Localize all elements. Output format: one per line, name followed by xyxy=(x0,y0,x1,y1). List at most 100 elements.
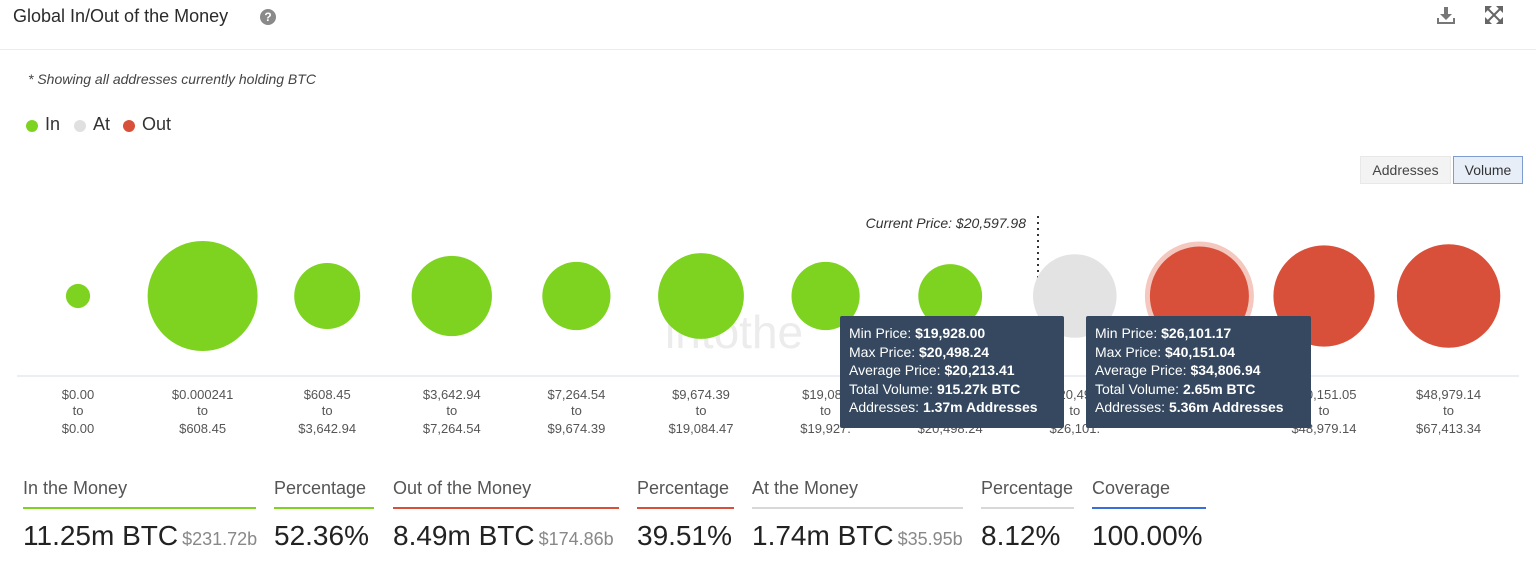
stat-label: In the Money xyxy=(23,478,128,498)
tick-label-high: $608.45 xyxy=(179,421,226,436)
tick-label-high: $3,642.94 xyxy=(298,421,356,436)
tick-label-high: $0.00 xyxy=(62,421,95,436)
tooltip-max-price: $40,151.04 xyxy=(1165,343,1236,360)
tooltip-addresses: 1.37m Addresses xyxy=(922,399,1038,416)
stat-label: Percentage xyxy=(981,478,1074,498)
tick-label-low: $19,084 xyxy=(802,387,849,402)
tick-label-to: to xyxy=(197,403,208,418)
stat-label: Coverage xyxy=(1092,478,1171,498)
tooltip-max-price: $20,498.24 xyxy=(919,343,990,360)
tick-label-low: $0.00 xyxy=(62,387,95,402)
bubble-in xyxy=(791,261,860,331)
tick-label-low: $608.45 xyxy=(304,387,351,402)
stat-value: 100.00% xyxy=(1092,520,1203,551)
stat-btc: 11.25m BTC xyxy=(23,520,179,551)
bubble-in xyxy=(411,255,492,337)
tick-label-high: $19,084.47 xyxy=(668,421,733,436)
stat-underline-coverage xyxy=(1092,507,1206,509)
tooltip-label: Min Price: xyxy=(1095,325,1158,341)
tooltip-min-price: $26,101.17 xyxy=(1161,325,1232,341)
stat-btc: 1.74m BTC xyxy=(752,520,894,551)
stat-underline-at xyxy=(752,507,963,509)
stat-value: 8.49m BTC $174.86b xyxy=(393,520,614,552)
tooltip-avg-price: $34,806.94 xyxy=(1190,362,1261,379)
tooltip-min-price: $19,928.00 xyxy=(915,325,986,341)
tick-label-low: $48,979.14 xyxy=(1416,387,1481,402)
tooltip-label: Average Price: xyxy=(1095,362,1187,379)
bubble-in xyxy=(658,253,744,339)
tick-label-to: to xyxy=(696,403,707,418)
tooltip-addresses: 5.36m Addresses xyxy=(1168,399,1284,416)
tooltip-label: Addresses: xyxy=(849,399,920,416)
legend-dot-out xyxy=(123,120,135,132)
bubble-in xyxy=(918,264,983,328)
stat-btc: 8.49m BTC xyxy=(393,520,535,551)
tick-label-to: to xyxy=(1069,403,1080,418)
stat-underline-in-pct xyxy=(274,507,374,509)
legend-label-out: Out xyxy=(142,114,172,134)
tooltip-left: Min Price: $19,928.00 Max Price: $20,498… xyxy=(840,316,1064,428)
stat-value: 52.36% xyxy=(274,520,369,551)
tick-label-to: to xyxy=(1319,403,1330,418)
tick-label-high: $67,413.34 xyxy=(1416,421,1481,436)
stat-value: 39.51% xyxy=(637,520,732,551)
tooltip-label: Max Price: xyxy=(849,343,916,360)
tooltip-label: Total Volume: xyxy=(849,380,934,397)
tick-label-to: to xyxy=(322,403,333,418)
stat-value: 8.12% xyxy=(981,520,1061,551)
stat-label: Percentage xyxy=(274,478,367,498)
tick-label-high: $19,927. xyxy=(800,421,851,436)
tooltip-total-volume: 915.27k BTC xyxy=(936,380,1021,397)
stat-usd: $174.86b xyxy=(538,529,614,549)
holding-note: * Showing all addresses currently holdin… xyxy=(28,71,316,87)
tick-label-to: to xyxy=(446,403,457,418)
legend-dot-at xyxy=(74,120,86,132)
addresses-toggle-button[interactable]: Addresses xyxy=(1360,156,1451,184)
tooltip-total-volume: 2.65m BTC xyxy=(1182,380,1256,397)
legend-label-at: At xyxy=(93,114,111,134)
bubble-out xyxy=(1396,244,1501,348)
tooltip-label: Addresses: xyxy=(1095,399,1166,416)
stat-label: Out of the Money xyxy=(393,478,532,498)
stat-underline-out-pct xyxy=(637,507,734,509)
tick-label-high: $7,264.54 xyxy=(423,421,481,436)
stat-underline-out xyxy=(393,507,619,509)
download-icon[interactable] xyxy=(1435,4,1457,26)
tooltip-label: Average Price: xyxy=(849,362,941,379)
tick-label-high: $9,674.39 xyxy=(547,421,605,436)
bubble-in xyxy=(294,263,361,329)
legend-dot-in xyxy=(26,120,38,132)
tick-label-low: $0.000241 xyxy=(172,387,233,402)
page-title: Global In/Out of the Money xyxy=(13,6,229,26)
stat-usd: $35.95b xyxy=(897,529,963,549)
stat-label: At the Money xyxy=(752,478,859,498)
tick-label-low: $3,642.94 xyxy=(423,387,481,402)
tick-label-to: to xyxy=(820,403,831,418)
tooltip-right: Min Price: $26,101.17 Max Price: $40,151… xyxy=(1086,316,1311,428)
stat-label: Percentage xyxy=(637,478,730,498)
bubble-in xyxy=(147,241,258,351)
help-icon[interactable]: ? xyxy=(260,9,276,25)
bubble-in xyxy=(65,283,91,309)
stat-value: 11.25m BTC $231.72b xyxy=(23,520,257,552)
tick-label-to: to xyxy=(1443,403,1454,418)
tick-label-low: $9,674.39 xyxy=(672,387,730,402)
stat-usd: $231.72b xyxy=(182,529,258,549)
bubble-in xyxy=(542,261,611,331)
tick-label-low: $7,264.54 xyxy=(547,387,605,402)
tick-label-to: to xyxy=(73,403,84,418)
tick-label-to: to xyxy=(571,403,582,418)
stat-underline-at-pct xyxy=(981,507,1074,509)
tooltip-label: Min Price: xyxy=(849,325,912,341)
legend-label-in: In xyxy=(45,114,61,134)
expand-icon[interactable] xyxy=(1483,4,1505,26)
tooltip-label: Max Price: xyxy=(1095,343,1162,360)
tooltip-label: Total Volume: xyxy=(1095,380,1180,397)
stat-underline-in xyxy=(23,507,256,509)
stat-value: 1.74m BTC $35.95b xyxy=(752,520,963,552)
volume-toggle-button[interactable]: Volume xyxy=(1453,156,1523,184)
current-price-label: Current Price: $20,597.98 xyxy=(866,215,1027,231)
tooltip-avg-price: $20,213.41 xyxy=(944,362,1015,379)
chart-header: Global In/Out of the Money ? xyxy=(0,0,1536,50)
